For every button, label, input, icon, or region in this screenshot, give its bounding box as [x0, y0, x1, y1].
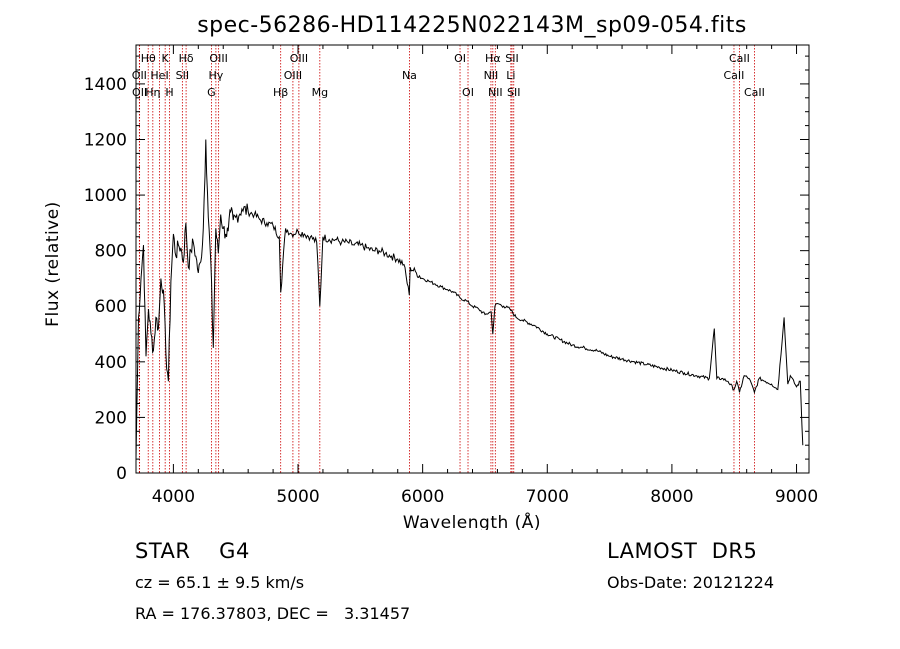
- y-tick-label: 1400: [84, 75, 127, 95]
- x-axis-label: Wavelength (Å): [403, 511, 541, 530]
- line-marker-label: K: [162, 52, 170, 65]
- y-tick-label: 1000: [84, 186, 127, 206]
- line-marker-label: Li: [506, 69, 515, 82]
- y-tick-label: 1200: [84, 130, 127, 150]
- x-tick-label: 8000: [650, 487, 693, 507]
- line-marker-label: OI: [454, 52, 466, 65]
- star-class: STAR G4: [135, 539, 250, 563]
- line-marker-label: SII: [507, 86, 520, 99]
- line-marker-label: CaII: [724, 69, 745, 82]
- line-marker-label: Hβ: [273, 86, 288, 99]
- line-marker-label: Hα: [485, 52, 501, 65]
- spectrum-chart: spec-56286-HD114225N022143M_sp09-054.fit…: [43, 13, 818, 530]
- line-marker-label: Na: [402, 69, 417, 82]
- line-marker-label: OIII: [284, 69, 302, 82]
- y-tick-label: 400: [95, 353, 127, 373]
- y-axis-label: Flux (relative): [43, 201, 63, 327]
- line-marker-label: Hδ: [179, 52, 194, 65]
- chart-title: spec-56286-HD114225N022143M_sp09-054.fit…: [197, 13, 747, 38]
- redshift-cz: cz = 65.1 ± 9.5 km/s: [135, 573, 305, 592]
- line-marker-label: CaII: [744, 86, 765, 99]
- plot-frame: [135, 44, 810, 474]
- line-marker-label: H: [165, 86, 173, 99]
- line-marker-label: SII: [505, 52, 518, 65]
- line-marker-label: G: [207, 86, 216, 99]
- observation-date: Obs-Date: 20121224: [607, 573, 775, 592]
- line-markers: [138, 45, 755, 473]
- ra-dec-coordinates: RA = 176.37803, DEC = 3.31457: [135, 604, 411, 623]
- line-marker-label: Hη: [145, 86, 160, 99]
- y-tick-label: 800: [95, 242, 127, 262]
- line-marker-label: OIII: [290, 52, 308, 65]
- x-tick-label: 5000: [276, 487, 319, 507]
- line-marker-label: CaII: [729, 52, 750, 65]
- line-marker-label: OII: [132, 69, 147, 82]
- x-axis: 4000 5000 6000 7000 8000 9000: [152, 45, 818, 507]
- line-marker-label: Hθ: [141, 52, 156, 65]
- x-tick-label: 9000: [775, 487, 818, 507]
- line-marker-label: HeI: [150, 69, 168, 82]
- x-tick-label: 6000: [401, 487, 444, 507]
- line-marker-label: NII: [488, 86, 503, 99]
- y-tick-label: 200: [95, 408, 127, 428]
- x-tick-label: 4000: [152, 487, 195, 507]
- line-marker-label: Mg: [312, 86, 328, 99]
- line-marker-label: NII: [484, 69, 499, 82]
- y-tick-label: 600: [95, 297, 127, 317]
- x-tick-label: 7000: [526, 487, 569, 507]
- line-marker-label: Hγ: [208, 69, 223, 82]
- survey-release: LAMOST DR5: [607, 539, 758, 563]
- y-axis: 0 200 400 600 800 1000 1200 1400: [84, 55, 809, 484]
- line-marker-label: OIII: [209, 52, 227, 65]
- y-tick-label: 0: [116, 464, 127, 484]
- spectrum-line: [135, 139, 804, 460]
- line-marker-label: SII: [176, 69, 189, 82]
- line-marker-label: OI: [462, 86, 474, 99]
